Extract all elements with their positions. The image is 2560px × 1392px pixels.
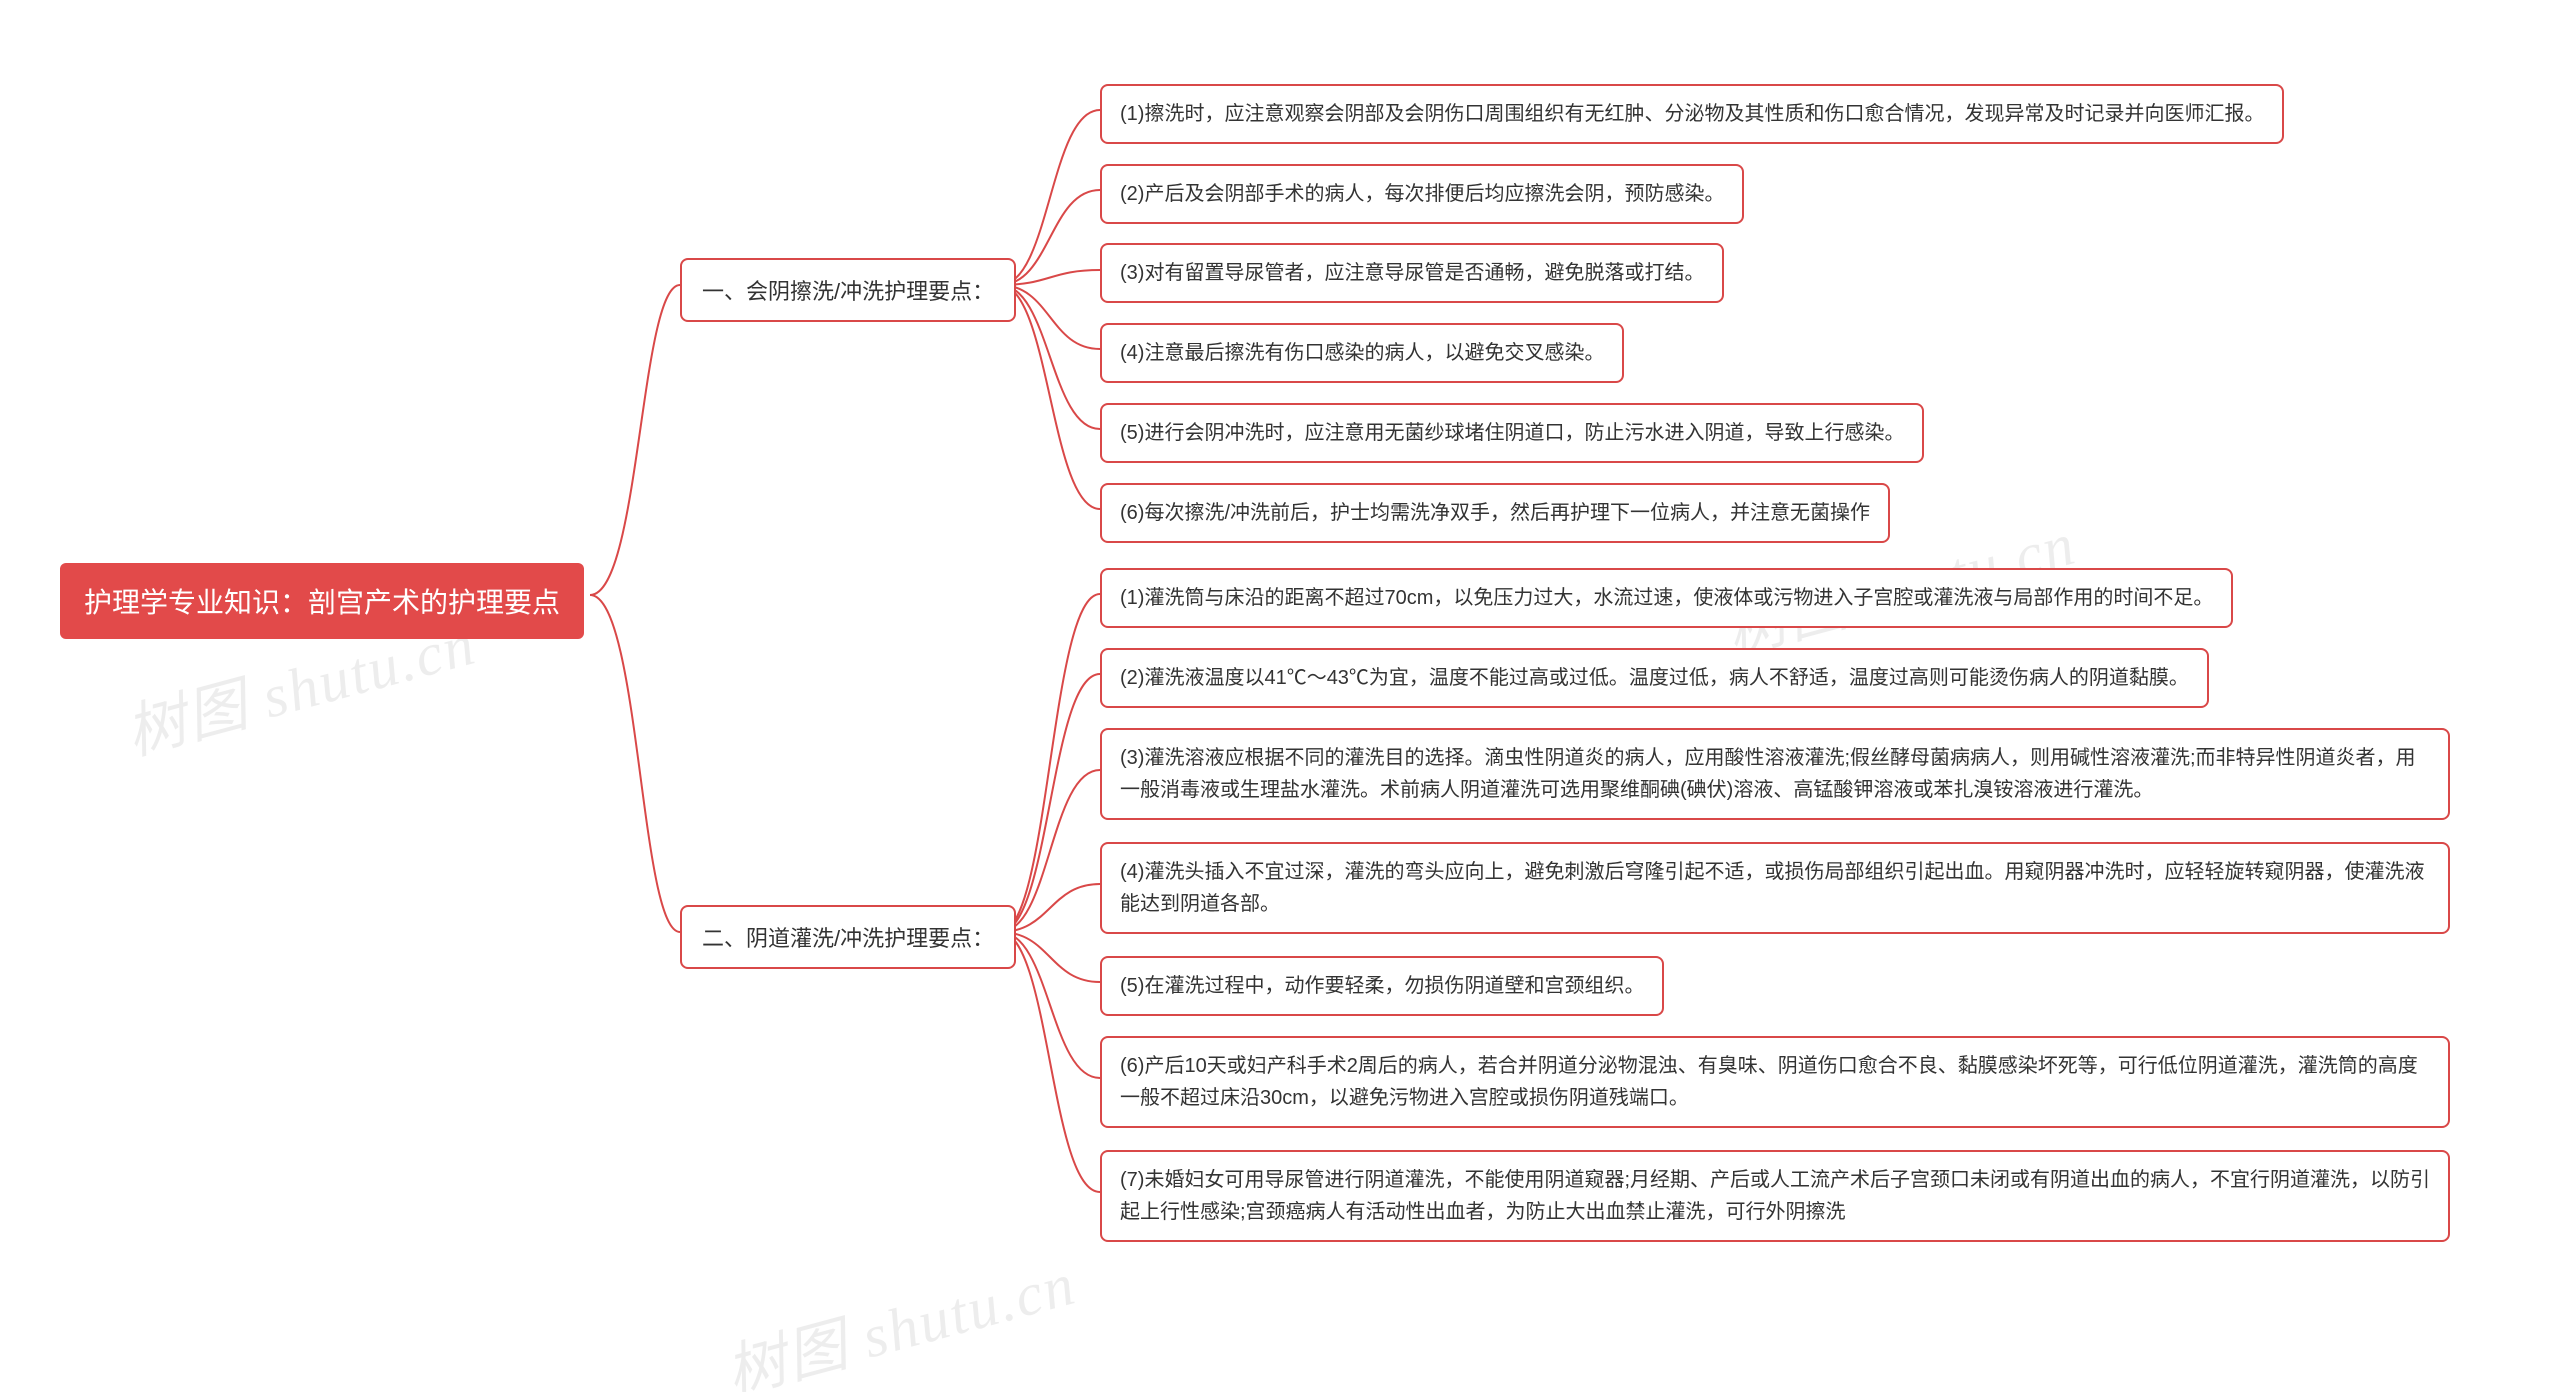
leaf-node: (5)在灌洗过程中，动作要轻柔，勿损伤阴道壁和宫颈组织。 (1100, 956, 1664, 1016)
leaf-node: (4)注意最后擦洗有伤口感染的病人，以避免交叉感染。 (1100, 323, 1624, 383)
leaf-node: (4)灌洗头插入不宜过深，灌洗的弯头应向上，避免刺激后穹隆引起不适，或损伤局部组… (1100, 842, 2450, 934)
leaf-node: (3)对有留置导尿管者，应注意导尿管是否通畅，避免脱落或打结。 (1100, 243, 1724, 303)
leaf-node: (1)灌洗筒与床沿的距离不超过70cm，以免压力过大，水流过速，使液体或污物进入… (1100, 568, 2233, 628)
leaf-node: (2)灌洗液温度以41℃～43℃为宜，温度不能过高或过低。温度过低，病人不舒适，… (1100, 648, 2209, 708)
leaf-node: (6)每次擦洗/冲洗前后，护士均需洗净双手，然后再护理下一位病人，并注意无菌操作 (1100, 483, 1890, 543)
section-node-2: 二、阴道灌洗/冲洗护理要点： (680, 905, 1016, 969)
leaf-node: (7)未婚妇女可用导尿管进行阴道灌洗，不能使用阴道窥器;月经期、产后或人工流产术… (1100, 1150, 2450, 1242)
root-node: 护理学专业知识：剖宫产术的护理要点 (60, 563, 584, 639)
leaf-node: (6)产后10天或妇产科手术2周后的病人，若合并阴道分泌物混浊、有臭味、阴道伤口… (1100, 1036, 2450, 1128)
leaf-node: (1)擦洗时，应注意观察会阴部及会阴伤口周围组织有无红肿、分泌物及其性质和伤口愈… (1100, 84, 2284, 144)
leaf-node: (2)产后及会阴部手术的病人，每次排便后均应擦洗会阴，预防感染。 (1100, 164, 1744, 224)
section-node-1: 一、会阴擦洗/冲洗护理要点： (680, 258, 1016, 322)
leaf-node: (5)进行会阴冲洗时，应注意用无菌纱球堵住阴道口，防止污水进入阴道，导致上行感染… (1100, 403, 1924, 463)
watermark: 树图 shutu.cn (715, 1235, 1084, 1392)
leaf-node: (3)灌洗溶液应根据不同的灌洗目的选择。滴虫性阴道炎的病人，应用酸性溶液灌洗;假… (1100, 728, 2450, 820)
